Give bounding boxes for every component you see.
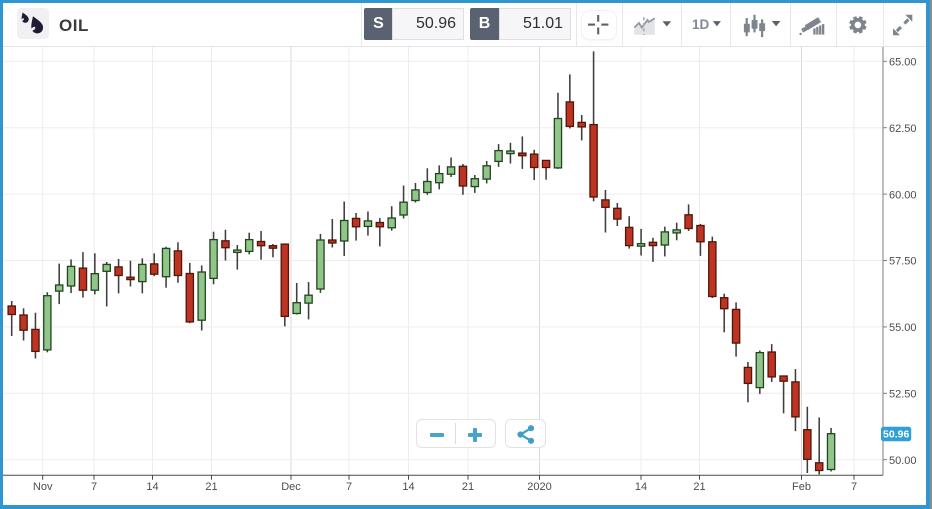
svg-text:65.00: 65.00 xyxy=(889,57,917,69)
svg-text:Nov: Nov xyxy=(33,481,53,493)
svg-text:21: 21 xyxy=(205,481,217,493)
svg-text:14: 14 xyxy=(635,481,647,493)
svg-text:52.50: 52.50 xyxy=(889,389,917,401)
svg-text:2020: 2020 xyxy=(527,481,551,493)
svg-text:57.50: 57.50 xyxy=(889,256,917,268)
svg-text:50.00: 50.00 xyxy=(889,455,917,467)
svg-text:21: 21 xyxy=(693,481,705,493)
svg-text:14: 14 xyxy=(402,481,414,493)
svg-text:Dec: Dec xyxy=(281,481,301,493)
svg-text:50.96: 50.96 xyxy=(883,428,909,440)
svg-text:14: 14 xyxy=(146,481,158,493)
svg-text:7: 7 xyxy=(346,481,352,493)
svg-text:62.50: 62.50 xyxy=(889,123,917,135)
svg-text:Feb: Feb xyxy=(792,481,811,493)
svg-text:7: 7 xyxy=(91,481,97,493)
svg-text:7: 7 xyxy=(851,481,857,493)
svg-text:60.00: 60.00 xyxy=(889,189,917,201)
svg-text:55.00: 55.00 xyxy=(889,322,917,334)
svg-text:21: 21 xyxy=(462,481,474,493)
